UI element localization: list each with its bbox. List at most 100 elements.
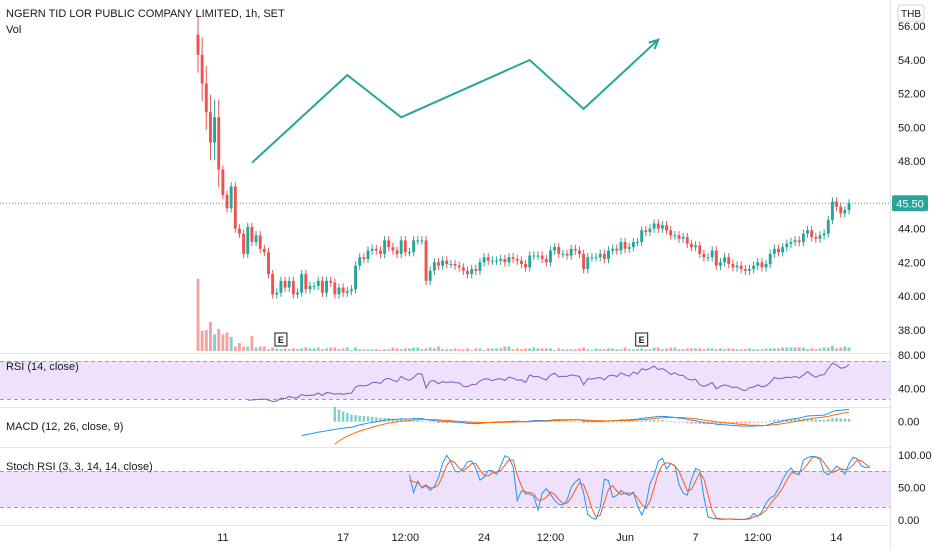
price-tick-label[interactable]: 42.00: [898, 257, 926, 269]
volume-bar: [801, 347, 805, 351]
time-tick-label[interactable]: 17: [337, 532, 349, 544]
candle-body: [204, 83, 208, 113]
stoch-tick-label[interactable]: 50.00: [898, 483, 926, 495]
volume-bar: [370, 349, 374, 351]
projection-arrow[interactable]: [251, 38, 661, 164]
macd-histogram-bar: [333, 407, 337, 422]
price-tick-label[interactable]: 48.00: [898, 156, 926, 168]
rsi-tick-label[interactable]: 40.00: [898, 383, 926, 395]
macd-histogram-bar: [399, 419, 403, 422]
candle: [777, 244, 780, 257]
volume-bar: [847, 347, 851, 351]
price-axis-labels[interactable]: 56.00 54.00 52.00 50.00 48.00 44.00 42.00 40.00…: [898, 21, 932, 527]
candle-body: [843, 210, 847, 214]
volume-bar: [391, 347, 395, 351]
candle-body: [789, 242, 793, 244]
price-tick-label[interactable]: 50.00: [898, 122, 926, 134]
volume-bar: [731, 348, 735, 351]
macd-histogram-bar: [366, 416, 370, 422]
time-axis-labels[interactable]: 11 17 12:00 24 12:00 Jun 7 12:00 14: [217, 532, 843, 544]
pane-separators: [0, 0, 891, 550]
candle-body: [553, 247, 557, 251]
candle: [615, 244, 619, 255]
arrow-path[interactable]: [251, 38, 659, 164]
candle-body: [308, 285, 312, 290]
candle: [217, 99, 221, 188]
volume-bar: [432, 348, 436, 351]
candle-body: [320, 280, 324, 293]
candle-body: [756, 262, 760, 266]
earnings-marker[interactable]: E: [635, 332, 649, 347]
candle-body: [814, 237, 818, 239]
candle: [441, 256, 445, 270]
macd-histogram-bar: [843, 418, 847, 422]
volume-bar: [723, 349, 727, 351]
earnings-marker[interactable]: E: [274, 332, 288, 347]
volume-bar: [395, 348, 399, 351]
volume-bar: [532, 347, 536, 351]
volume-bar: [714, 349, 718, 351]
candle-body: [602, 253, 606, 259]
candle-body: [768, 253, 772, 264]
candle: [325, 276, 328, 297]
candle-body: [698, 245, 702, 254]
price-tick-label[interactable]: 38.00: [898, 325, 926, 337]
price-tick-label[interactable]: 52.00: [898, 89, 926, 101]
macd-histogram-bar: [636, 420, 639, 422]
candle: [470, 264, 474, 279]
candle: [296, 288, 299, 299]
candle: [524, 259, 528, 272]
macd-histogram-bar: [416, 420, 420, 422]
macd-histogram-bar: [346, 413, 349, 422]
time-tick-label[interactable]: 12:00: [392, 532, 420, 544]
candle-body: [677, 235, 681, 239]
candle: [789, 237, 793, 248]
price-tick-label[interactable]: 40.00: [898, 291, 926, 303]
candle: [333, 278, 337, 299]
candle: [698, 241, 702, 259]
volume-bar: [217, 329, 221, 351]
candle: [242, 229, 246, 259]
stoch-tick-label[interactable]: 0.00: [898, 515, 919, 527]
candle-body: [731, 264, 735, 268]
candle-body: [656, 223, 660, 229]
time-tick-label[interactable]: 12:00: [537, 532, 565, 544]
candle: [578, 246, 581, 259]
time-tick-label[interactable]: 7: [693, 532, 699, 544]
macd-histogram-bar: [640, 420, 643, 422]
rsi-tick-label[interactable]: 80.00: [898, 350, 926, 362]
time-tick-label[interactable]: 11: [217, 532, 228, 544]
price-tick-label[interactable]: 56.00: [898, 21, 926, 33]
candle-body: [777, 248, 780, 253]
candle: [461, 263, 465, 275]
macd-histogram-bar: [644, 420, 648, 422]
candle-body: [383, 240, 387, 254]
price-tick-label[interactable]: 44.00: [898, 224, 926, 236]
stoch-tick-label[interactable]: 100.00: [898, 450, 932, 462]
candle: [619, 237, 623, 255]
time-tick-label[interactable]: Jun: [616, 532, 634, 544]
candle-body: [275, 292, 279, 295]
currency-badge[interactable]: [897, 4, 925, 22]
time-tick-label[interactable]: 12:00: [744, 532, 772, 544]
time-tick-label[interactable]: 14: [830, 532, 842, 544]
candle: [437, 258, 440, 270]
candle: [490, 256, 494, 265]
macd-histogram-bar: [375, 417, 378, 422]
time-tick-label[interactable]: 24: [478, 532, 490, 544]
volume-bar: [544, 348, 548, 351]
candle-body: [432, 262, 436, 271]
candle: [428, 266, 432, 286]
candle: [478, 258, 482, 275]
volume-bar: [569, 349, 573, 351]
candle: [412, 236, 416, 257]
volume-bar: [341, 348, 345, 351]
candle: [354, 261, 358, 294]
candle-body: [598, 253, 602, 258]
volume-bar: [619, 349, 623, 351]
price-tick-label[interactable]: 54.00: [898, 55, 926, 67]
macd-tick-label[interactable]: 0.00: [898, 417, 919, 429]
candle-body: [200, 54, 204, 84]
